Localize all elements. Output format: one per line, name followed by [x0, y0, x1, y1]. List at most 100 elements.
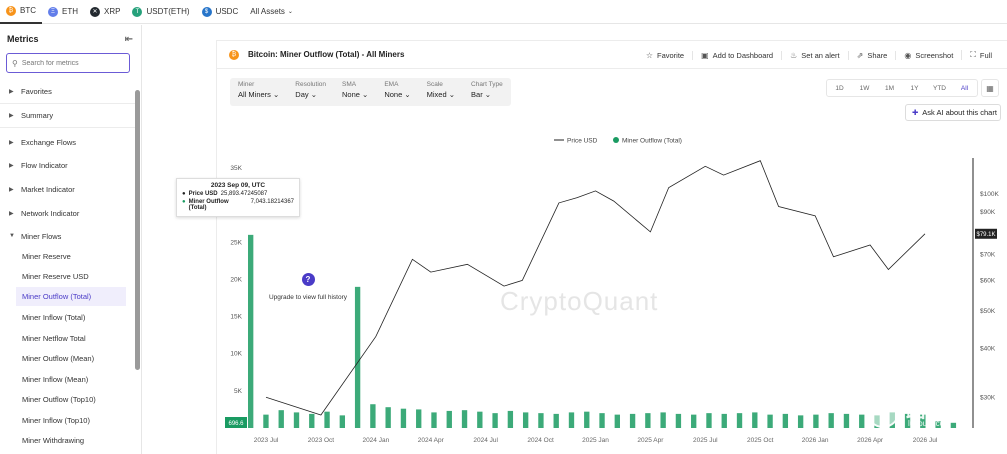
sidebar-item-miner-flows[interactable]: ▼ Miner Flows	[0, 226, 134, 246]
metrics-sidebar: Metrics ⇤ ⚲ ▶ Favorites ▶ Summary ▶ Exchang…	[0, 25, 142, 454]
x-tick-label: 2024 Oct	[527, 437, 554, 444]
outflow-bar	[385, 407, 391, 428]
outflow-bar	[629, 413, 636, 428]
range-1y[interactable]: 1Y	[910, 84, 919, 92]
current-price-label: $79.1K	[976, 232, 995, 238]
control-label: Resolution	[295, 81, 327, 88]
outflow-bar	[370, 404, 376, 428]
chart-tooltip: 2023 Sep 09, UTC ● Price USD 25,893.472450…	[176, 178, 300, 217]
outflow-bar	[645, 413, 651, 428]
sidebar-item-exchange-flows[interactable]: ▶ Exchange Flows	[0, 132, 134, 152]
y-left-tick-label: 35K	[230, 165, 242, 172]
y-right-tick-label: $40K	[980, 346, 996, 353]
y-right-tick-label: $70K	[980, 251, 996, 258]
collapse-sidebar-icon[interactable]: ⇤	[124, 33, 133, 45]
sidebar-item-market-indicator[interactable]: ▶ Market Indicator	[0, 179, 134, 199]
sidebar-item-favorites[interactable]: ▶ Favorites	[0, 81, 134, 101]
sidebar-item-miner-reserve-usd[interactable]: Miner Reserve USD	[22, 272, 89, 281]
control-value: None ⌄	[384, 90, 411, 99]
sidebar-item-miner-reserve[interactable]: Miner Reserve	[22, 252, 71, 261]
dashboard-icon: ▣	[701, 50, 709, 60]
y-left-tick-label: 20K	[230, 276, 242, 283]
x-tick-label: 2026 Apr	[857, 437, 884, 444]
share-button[interactable]: ⇗ Share	[847, 50, 896, 60]
outflow-bar	[538, 413, 544, 428]
sidebar-item-miner-outflow-top10[interactable]: Miner Outflow (Top10)	[22, 395, 96, 404]
x-tick-label: 2023 Jul	[254, 437, 279, 444]
ema-select[interactable]: EMA None ⌄	[376, 78, 418, 106]
sidebar-item-miner-inflow-mean[interactable]: Miner Inflow (Mean)	[22, 375, 89, 384]
outflow-bar	[309, 413, 315, 428]
sidebar-item-network-indicator[interactable]: ▶ Network Indicator	[0, 203, 134, 223]
range-1w[interactable]: 1W	[859, 84, 870, 92]
site-watermark-cn: 路由器	[906, 400, 966, 422]
tab-usdt[interactable]: T USDT(ETH)	[126, 0, 195, 24]
caret-right-icon: ▶	[9, 162, 14, 169]
price-line	[265, 160, 926, 416]
caret-right-icon: ▶	[9, 139, 14, 146]
control-label: Miner	[238, 81, 255, 88]
range-ytd[interactable]: YTD	[933, 84, 946, 92]
chart-controls: Miner All Miners ⌄ Resolution Day ⌄ SMA Non…	[230, 78, 511, 106]
legend-outflow-swatch	[613, 137, 619, 143]
sidebar-item-miner-withdrawing[interactable]: Miner Withdrawing	[22, 436, 85, 445]
range-1m[interactable]: 1M	[884, 84, 895, 92]
tab-usdc[interactable]: $ USDC	[196, 0, 245, 24]
usdc-coin-icon: $	[201, 6, 212, 17]
all-assets-dropdown[interactable]: All Assets ⌄	[244, 0, 299, 24]
sma-select[interactable]: SMA None ⌄	[334, 78, 376, 106]
sidebar-scrollbar[interactable]	[135, 90, 140, 370]
calendar-icon[interactable]: ▦	[981, 79, 999, 97]
caret-right-icon: ▶	[9, 112, 14, 119]
outflow-bar	[584, 411, 590, 428]
favorite-button[interactable]: ☆ Favorite	[638, 51, 692, 60]
sidebar-header: Metrics ⇤	[0, 25, 141, 53]
ask-ai-button[interactable]: ✚ Ask AI about this chart	[905, 104, 1001, 121]
x-tick-label: 2023 Oct	[308, 437, 335, 444]
y-right-tick-label: $50K	[980, 308, 996, 315]
dot-icon: ●	[182, 199, 186, 205]
sidebar-item-miner-outflow-mean[interactable]: Miner Outflow (Mean)	[22, 354, 95, 363]
scale-select[interactable]: Scale Mixed ⌄	[419, 78, 463, 106]
miner-select[interactable]: Miner All Miners ⌄	[230, 78, 287, 106]
x-tick-label: 2024 Jul	[473, 437, 498, 444]
legend-price-label: Price USD	[567, 138, 598, 145]
range-1d[interactable]: 1D	[835, 84, 844, 92]
sidebar-item-label: Favorites	[21, 86, 52, 96]
chart-type-select[interactable]: Chart Type Bar ⌄	[463, 78, 511, 106]
all-assets-label: All Assets	[250, 7, 285, 16]
upgrade-prompt[interactable]: ? Upgrade to view full history	[268, 273, 348, 301]
share-icon: ⇗	[856, 50, 864, 60]
sidebar-item-miner-netflow-total[interactable]: Miner Netflow Total	[22, 334, 86, 343]
tab-btc[interactable]: ₿ BTC	[0, 0, 42, 24]
outflow-bar	[431, 412, 437, 428]
chart-panel: ₿ Bitcoin: Miner Outflow (Total) - All M…	[216, 40, 1007, 454]
outflow-bar	[263, 414, 269, 428]
usdt-coin-icon: T	[132, 6, 143, 17]
tab-eth[interactable]: Ξ ETH	[42, 0, 84, 24]
dot-icon: ●	[182, 191, 186, 197]
add-to-dashboard-button[interactable]: ▣ Add to Dashboard	[692, 50, 781, 60]
current-price-badge	[975, 228, 997, 239]
sidebar-item-miner-inflow-top10[interactable]: Miner Inflow (Top10)	[22, 416, 90, 425]
range-all[interactable]: All	[960, 84, 969, 92]
sidebar-item-flow-indicator[interactable]: ▶ Flow Indicator	[0, 155, 134, 175]
tab-eth-label: ETH	[62, 7, 78, 16]
fullscreen-button[interactable]: ⛶ Full	[961, 50, 1000, 60]
resolution-select[interactable]: Resolution Day ⌄	[287, 78, 334, 106]
search-box: ⚲	[6, 53, 130, 73]
set-alert-button[interactable]: ♨ Set an alert	[781, 50, 848, 60]
current-outflow-badge	[225, 417, 247, 428]
sidebar-item-miner-inflow-total[interactable]: Miner Inflow (Total)	[22, 313, 86, 322]
sidebar-item-summary[interactable]: ▶ Summary	[0, 105, 134, 125]
outflow-bar	[828, 413, 834, 428]
brand-watermark: CryptoQuant	[500, 286, 659, 316]
tab-xrp[interactable]: ✕ XRP	[84, 0, 126, 24]
search-input[interactable]	[21, 59, 124, 67]
bell-icon: ♨	[790, 50, 798, 60]
sidebar-item-miner-outflow-total[interactable]: Miner Outflow (Total)	[16, 287, 126, 306]
outflow-bar	[324, 411, 330, 428]
screenshot-button[interactable]: ◉ Screenshot	[895, 50, 961, 60]
y-right-tick-label: $60K	[980, 277, 996, 284]
